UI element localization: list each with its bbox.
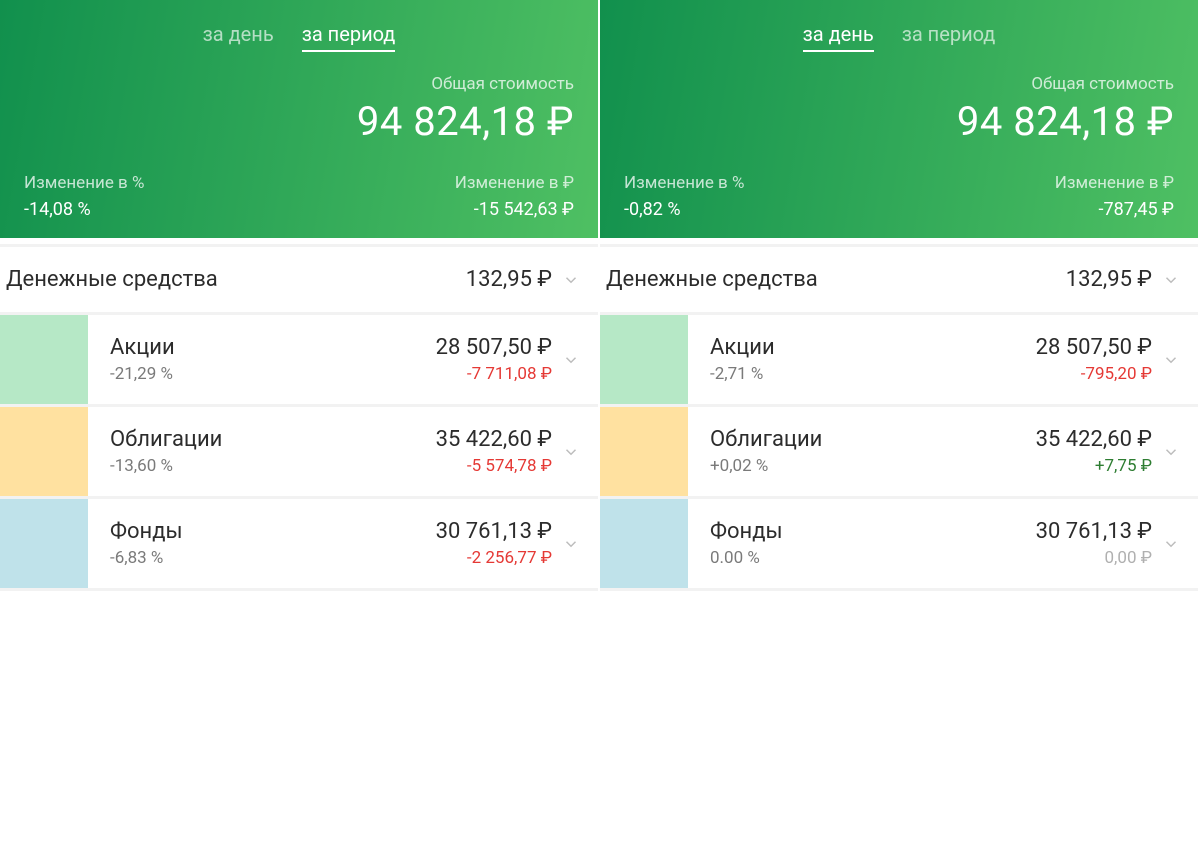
row-change: -795,20 ₽	[1036, 364, 1152, 384]
time-tabs: за день за период	[624, 22, 1174, 48]
change-rub-value: -15 542,63 ₽	[474, 199, 574, 220]
row-value: 35 422,60 ₽	[436, 427, 552, 452]
row-change: +7,75 ₽	[1036, 456, 1152, 476]
row-title: Денежные средства	[606, 267, 1066, 292]
asset-row[interactable]: Акции -21,29 %28 507,50 ₽ -7 711,08 ₽	[0, 315, 598, 407]
total-value: 94 824,18 ₽	[624, 98, 1174, 145]
total-block: Общая стоимость 94 824,18 ₽	[624, 74, 1174, 145]
row-change: 0,00 ₽	[1036, 548, 1152, 568]
row-change: -5 574,78 ₽	[436, 456, 552, 476]
asset-color-bar	[0, 499, 88, 588]
tab-day[interactable]: за день	[203, 22, 274, 48]
row-value: 30 761,13 ₽	[1036, 519, 1152, 544]
asset-row[interactable]: Облигации +0,02 %35 422,60 ₽ +7,75 ₽	[600, 407, 1198, 499]
row-value: 28 507,50 ₽	[1036, 335, 1152, 360]
row-change: -7 711,08 ₽	[436, 364, 552, 384]
chevron-down-icon	[1162, 443, 1180, 461]
row-title: Денежные средства	[6, 267, 466, 292]
asset-row[interactable]: Фонды -6,83 %30 761,13 ₽ -2 256,77 ₽	[0, 499, 598, 591]
row-pct: 0.00 %	[710, 548, 1036, 568]
change-rub-label: Изменение в ₽	[455, 173, 574, 193]
total-value: 94 824,18 ₽	[24, 98, 574, 145]
row-title: Фонды	[710, 519, 1036, 544]
chevron-down-icon	[1162, 271, 1180, 289]
asset-color-bar	[600, 315, 688, 404]
cash-row[interactable]: Денежные средства132,95 ₽	[0, 244, 598, 315]
row-title: Облигации	[710, 427, 1036, 452]
tab-day[interactable]: за день	[803, 22, 874, 48]
asset-color-bar	[0, 315, 88, 404]
asset-list: Денежные средства132,95 ₽ Акции -2,71 %28 …	[600, 238, 1198, 591]
change-row: Изменение в % -14,08 % Изменение в ₽ -15…	[24, 173, 574, 220]
change-row: Изменение в % -0,82 % Изменение в ₽ -787…	[624, 173, 1174, 220]
portfolio-panel-left: за день за период Общая стоимость 94 824…	[0, 0, 600, 848]
asset-row[interactable]: Акции -2,71 %28 507,50 ₽ -795,20 ₽	[600, 315, 1198, 407]
row-pct: +0,02 %	[710, 456, 1036, 476]
change-pct-label: Изменение в %	[24, 173, 144, 193]
total-label: Общая стоимость	[624, 74, 1174, 94]
tab-period[interactable]: за период	[902, 22, 996, 48]
row-value: 30 761,13 ₽	[436, 519, 552, 544]
total-label: Общая стоимость	[24, 74, 574, 94]
chevron-down-icon	[1162, 351, 1180, 369]
chevron-down-icon	[562, 351, 580, 369]
row-value: 28 507,50 ₽	[436, 335, 552, 360]
row-pct: -21,29 %	[110, 364, 436, 384]
row-title: Фонды	[110, 519, 436, 544]
change-pct-label: Изменение в %	[624, 173, 744, 193]
cash-row[interactable]: Денежные средства132,95 ₽	[600, 244, 1198, 315]
chevron-down-icon	[562, 535, 580, 553]
total-block: Общая стоимость 94 824,18 ₽	[24, 74, 574, 145]
asset-color-bar	[600, 407, 688, 496]
row-pct: -2,71 %	[710, 364, 1036, 384]
asset-color-bar	[600, 499, 688, 588]
chevron-down-icon	[1162, 535, 1180, 553]
row-change: -2 256,77 ₽	[436, 548, 552, 568]
row-title: Облигации	[110, 427, 436, 452]
tab-period[interactable]: за период	[302, 22, 396, 48]
asset-list: Денежные средства132,95 ₽ Акции -21,29 %28…	[0, 238, 598, 591]
panel-header: за день за период Общая стоимость 94 824…	[0, 0, 598, 238]
row-value: 132,95 ₽	[1066, 267, 1152, 292]
chevron-down-icon	[562, 271, 580, 289]
row-pct: -6,83 %	[110, 548, 436, 568]
change-pct-value: -14,08 %	[24, 199, 144, 220]
change-rub-label: Изменение в ₽	[1055, 173, 1174, 193]
asset-color-bar	[0, 407, 88, 496]
row-title: Акции	[110, 335, 436, 360]
row-value: 132,95 ₽	[466, 267, 552, 292]
change-rub-value: -787,45 ₽	[1098, 199, 1174, 220]
time-tabs: за день за период	[24, 22, 574, 48]
chevron-down-icon	[562, 443, 580, 461]
row-pct: -13,60 %	[110, 456, 436, 476]
asset-row[interactable]: Облигации -13,60 %35 422,60 ₽ -5 574,78 ₽	[0, 407, 598, 499]
asset-row[interactable]: Фонды 0.00 %30 761,13 ₽ 0,00 ₽	[600, 499, 1198, 591]
row-title: Акции	[710, 335, 1036, 360]
panel-header: за день за период Общая стоимость 94 824…	[600, 0, 1198, 238]
change-pct-value: -0,82 %	[624, 199, 744, 220]
portfolio-panel-right: за день за период Общая стоимость 94 824…	[600, 0, 1200, 848]
row-value: 35 422,60 ₽	[1036, 427, 1152, 452]
